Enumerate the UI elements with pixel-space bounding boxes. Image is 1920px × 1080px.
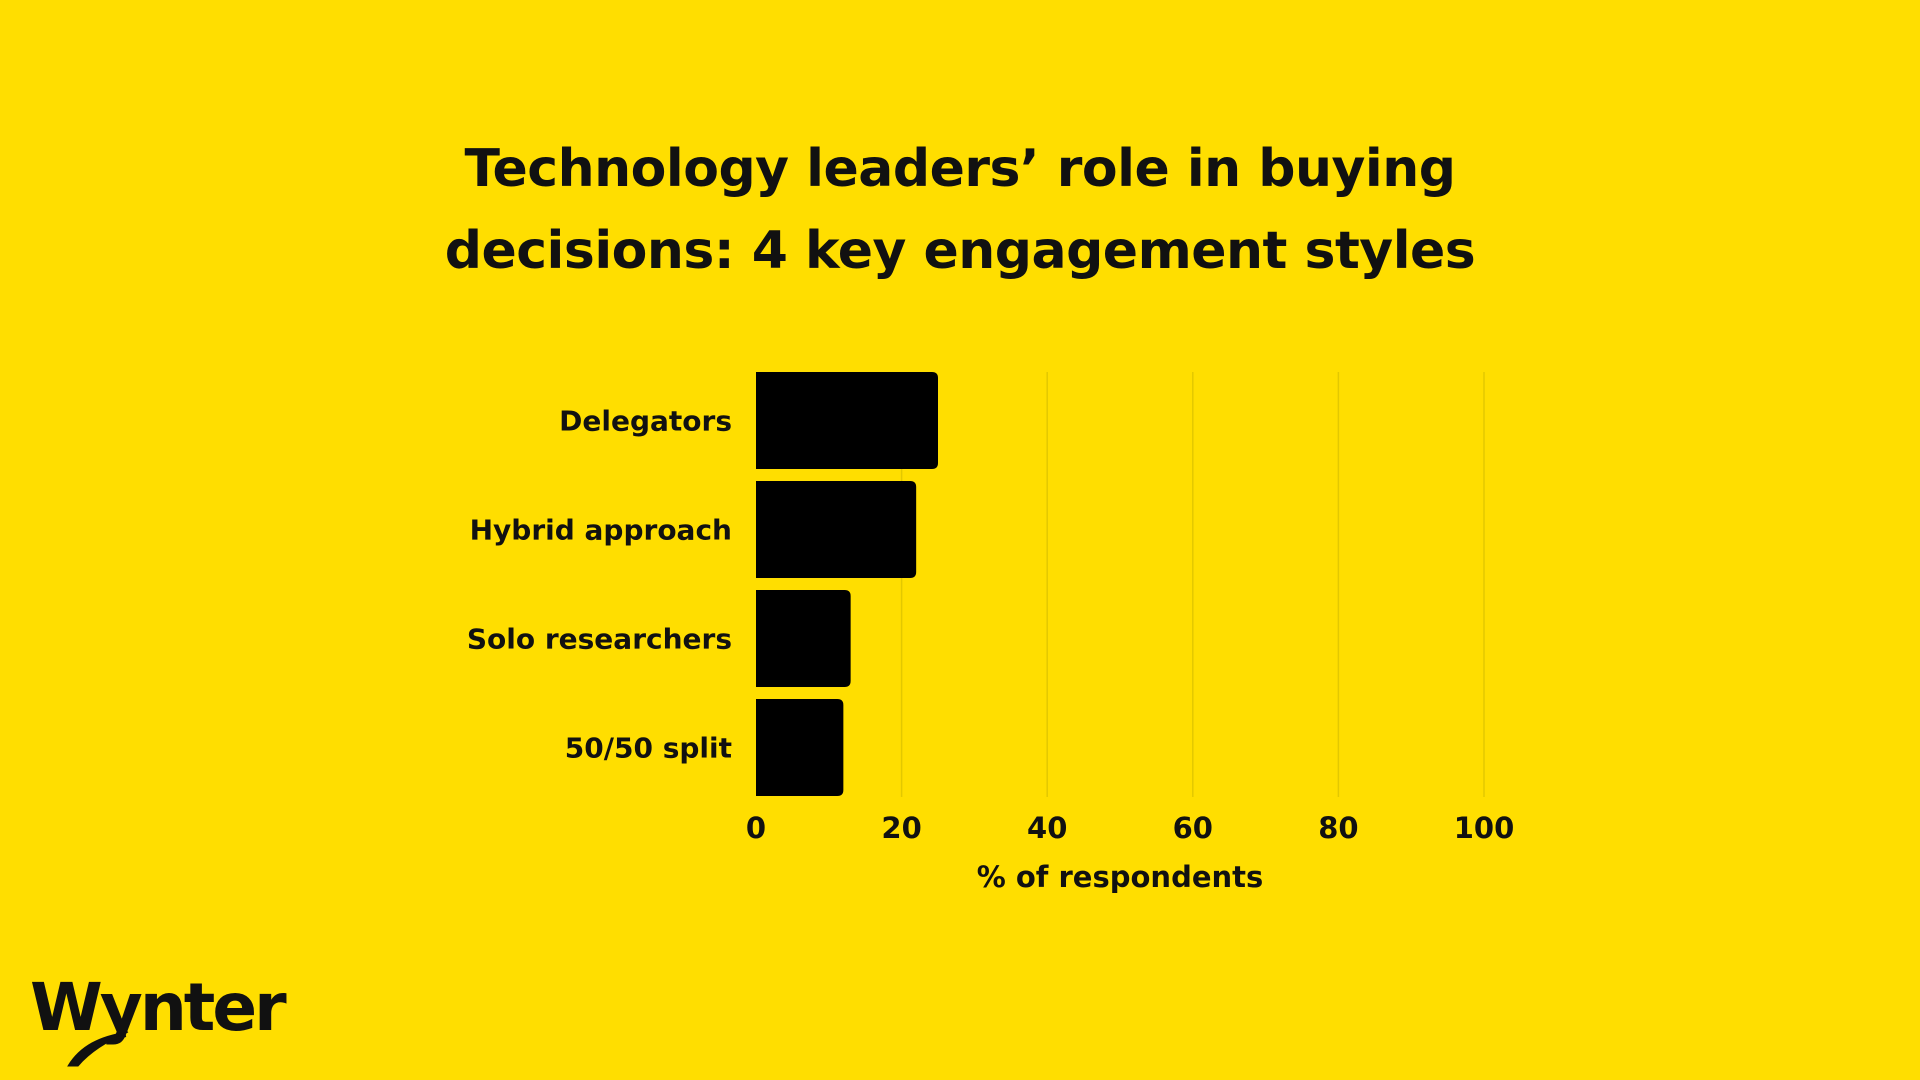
x-tick-label-0: 0 — [746, 811, 766, 845]
category-label-delegators: Delegators — [559, 405, 732, 438]
bar-hybrid-approach — [756, 481, 917, 578]
bar-solo-researchers — [756, 590, 851, 687]
x-tick-label-60: 60 — [1173, 811, 1213, 845]
category-labels: Delegators Hybrid approach Solo researcher… — [467, 405, 732, 765]
x-tick-label-20: 20 — [881, 811, 921, 845]
chart-title-line-2: decisions: 4 key engagement styles — [444, 221, 1476, 281]
x-axis-label: % of respondents — [977, 860, 1264, 894]
wynter-logo-text: Wynter — [30, 969, 287, 1046]
x-tick-labels: 0 20 40 60 80 100 — [746, 811, 1514, 845]
wynter-logo: Wynter — [30, 969, 290, 1067]
logo-brush-stroke-2 — [75, 1035, 127, 1063]
x-tick-label-80: 80 — [1318, 811, 1358, 845]
chart-title: Technology leaders’ role in buying decis… — [360, 128, 1560, 292]
bar-50-50-split — [756, 699, 844, 796]
category-label-hybrid-approach: Hybrid approach — [470, 514, 732, 547]
grid-lines — [900, 372, 1485, 797]
x-tick-label-100: 100 — [1454, 811, 1515, 845]
bar-delegators — [756, 372, 938, 469]
x-tick-label-40: 40 — [1027, 811, 1067, 845]
chart-title-line-1: Technology leaders’ role in buying — [464, 139, 1456, 199]
logo-brush-stroke — [67, 1031, 129, 1067]
bars — [756, 372, 938, 796]
category-label-solo-researchers: Solo researchers — [467, 623, 732, 656]
category-label-50-50-split: 50/50 split — [565, 732, 732, 765]
